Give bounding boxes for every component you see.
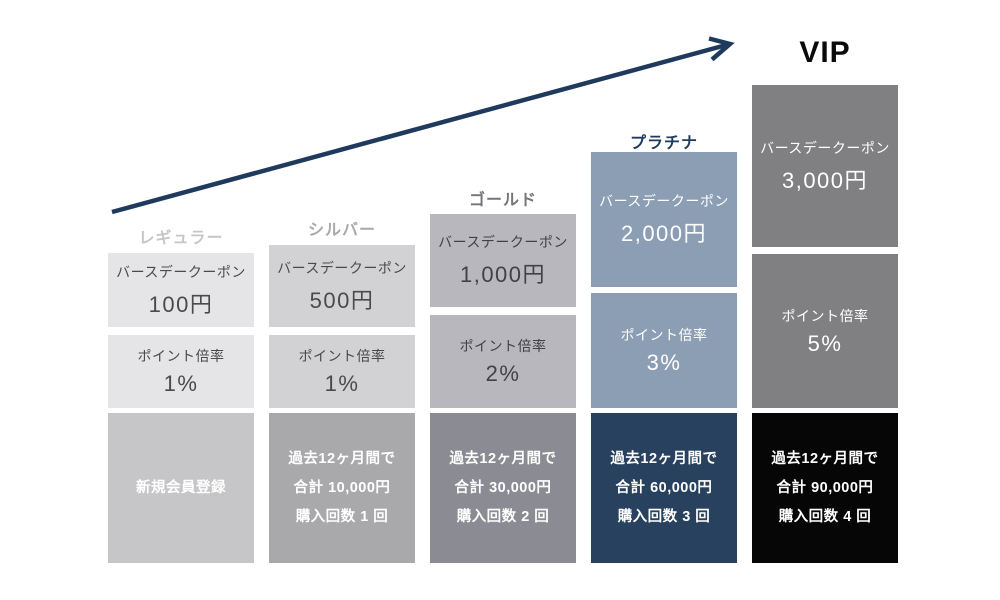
- point-rate-title: ポイント倍率: [781, 307, 869, 324]
- requirement-line: 新規会員登録: [136, 479, 226, 496]
- coupon-title: バースデークーポン: [760, 139, 890, 156]
- birthday-coupon-box: バースデークーポン 500円: [269, 245, 415, 327]
- point-rate-box: ポイント倍率 1%: [108, 335, 254, 408]
- point-rate-value: 5%: [807, 330, 843, 356]
- coupon-title: バースデークーポン: [277, 259, 407, 276]
- requirement-line: 合計 30,000円: [454, 479, 552, 496]
- coupon-amount: 3,000円: [781, 167, 869, 193]
- requirement-box: 過去12ヶ月間で 合計 90,000円 購入回数 4 回: [752, 413, 898, 563]
- coupon-amount: 2,000円: [620, 221, 708, 246]
- point-rate-value: 1%: [324, 371, 360, 396]
- point-rate-value: 3%: [646, 350, 682, 375]
- requirement-line: 過去12ヶ月間で: [771, 450, 879, 467]
- tier-column-vip: VIP バースデークーポン 3,000円 ポイント倍率 5% 過去12ヶ月間で …: [752, 0, 898, 600]
- requirement-line: 過去12ヶ月間で: [288, 450, 396, 467]
- point-rate-title: ポイント倍率: [137, 348, 225, 364]
- requirement-line: 購入回数 1 回: [295, 508, 389, 525]
- point-rate-value: 2%: [485, 361, 521, 386]
- birthday-coupon-box: バースデークーポン 100円: [108, 253, 254, 327]
- tier-column-platinum: プラチナ バースデークーポン 2,000円 ポイント倍率 3% 過去12ヶ月間で…: [591, 0, 737, 600]
- coupon-amount: 1,000円: [459, 262, 547, 287]
- coupon-amount: 100円: [148, 291, 214, 317]
- point-rate-title: ポイント倍率: [459, 338, 547, 354]
- birthday-coupon-box: バースデークーポン 1,000円: [430, 214, 576, 307]
- requirement-line: 過去12ヶ月間で: [610, 450, 718, 467]
- requirement-line: 購入回数 2 回: [456, 508, 550, 525]
- tier-label-gold: ゴールド: [468, 192, 537, 209]
- requirement-line: 合計 10,000円: [293, 479, 391, 496]
- requirement-box: 新規会員登録: [108, 413, 254, 563]
- requirement-box: 過去12ヶ月間で 合計 30,000円 購入回数 2 回: [430, 413, 576, 563]
- requirement-line: 購入回数 4 回: [778, 508, 872, 525]
- tier-column-regular: レギュラー バースデークーポン 100円 ポイント倍率 1% 新規会員登録: [108, 0, 254, 600]
- tier-label-vip: VIP: [799, 36, 851, 69]
- coupon-amount: 500円: [309, 287, 375, 313]
- requirement-line: 過去12ヶ月間で: [449, 450, 557, 467]
- coupon-title: バースデークーポン: [438, 234, 568, 250]
- coupon-title: バースデークーポン: [116, 263, 246, 280]
- coupon-title: バースデークーポン: [599, 193, 729, 209]
- requirement-box: 過去12ヶ月間で 合計 10,000円 購入回数 1 回: [269, 413, 415, 563]
- point-rate-box: ポイント倍率 5%: [752, 254, 898, 408]
- tier-label-platinum: プラチナ: [629, 135, 698, 152]
- point-rate-box: ポイント倍率 3%: [591, 293, 737, 408]
- point-rate-box: ポイント倍率 2%: [430, 315, 576, 408]
- tier-label-regular: レギュラー: [138, 230, 224, 247]
- requirement-line: 合計 90,000円: [776, 479, 874, 496]
- requirement-box: 過去12ヶ月間で 合計 60,000円 購入回数 3 回: [591, 413, 737, 563]
- tier-column-gold: ゴールド バースデークーポン 1,000円 ポイント倍率 2% 過去12ヶ月間で…: [430, 0, 576, 600]
- requirement-line: 購入回数 3 回: [617, 508, 711, 525]
- birthday-coupon-box: バースデークーポン 3,000円: [752, 85, 898, 247]
- point-rate-box: ポイント倍率 1%: [269, 335, 415, 408]
- tier-column-silver: シルバー バースデークーポン 500円 ポイント倍率 1% 過去12ヶ月間で 合…: [269, 0, 415, 600]
- point-rate-title: ポイント倍率: [620, 327, 708, 343]
- point-rate-value: 1%: [163, 371, 199, 396]
- requirement-line: 合計 60,000円: [615, 479, 713, 496]
- point-rate-title: ポイント倍率: [298, 348, 386, 364]
- tier-label-silver: シルバー: [307, 222, 376, 239]
- birthday-coupon-box: バースデークーポン 2,000円: [591, 152, 737, 287]
